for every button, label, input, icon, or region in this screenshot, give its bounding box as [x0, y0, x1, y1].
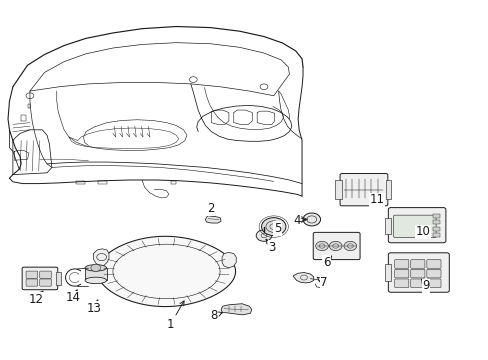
Text: 11: 11: [369, 193, 384, 206]
Ellipse shape: [85, 265, 106, 271]
FancyBboxPatch shape: [426, 279, 440, 288]
FancyBboxPatch shape: [26, 271, 38, 278]
FancyBboxPatch shape: [394, 260, 408, 268]
Polygon shape: [293, 273, 313, 283]
FancyBboxPatch shape: [387, 253, 448, 292]
Text: 12: 12: [28, 291, 43, 306]
FancyBboxPatch shape: [26, 279, 38, 286]
Text: 9: 9: [421, 279, 429, 292]
FancyBboxPatch shape: [40, 271, 51, 278]
FancyBboxPatch shape: [339, 174, 387, 206]
Bar: [432, 214, 439, 218]
Text: 7: 7: [317, 276, 327, 289]
Polygon shape: [385, 180, 390, 199]
Text: 2: 2: [207, 202, 215, 216]
Polygon shape: [221, 304, 251, 315]
FancyBboxPatch shape: [22, 267, 58, 290]
Text: 10: 10: [415, 225, 430, 238]
Circle shape: [329, 241, 341, 251]
Circle shape: [303, 213, 320, 226]
Bar: [432, 233, 439, 237]
FancyBboxPatch shape: [387, 208, 445, 243]
FancyBboxPatch shape: [410, 260, 424, 268]
Circle shape: [261, 218, 285, 235]
Polygon shape: [85, 268, 106, 280]
Polygon shape: [222, 252, 236, 268]
Text: 14: 14: [65, 290, 80, 304]
Circle shape: [343, 241, 356, 251]
Polygon shape: [97, 236, 235, 307]
Polygon shape: [93, 249, 109, 265]
Ellipse shape: [85, 277, 106, 284]
Polygon shape: [384, 218, 390, 234]
FancyBboxPatch shape: [410, 279, 424, 288]
FancyBboxPatch shape: [313, 232, 359, 260]
Bar: [432, 220, 439, 225]
Text: 6: 6: [322, 256, 331, 269]
FancyBboxPatch shape: [426, 260, 440, 268]
FancyBboxPatch shape: [394, 269, 408, 278]
Circle shape: [91, 264, 101, 271]
FancyBboxPatch shape: [410, 269, 424, 278]
Text: 8: 8: [210, 309, 222, 322]
Polygon shape: [205, 216, 221, 223]
FancyBboxPatch shape: [393, 215, 435, 237]
Polygon shape: [384, 264, 390, 282]
Polygon shape: [334, 180, 341, 199]
Text: 5: 5: [273, 222, 281, 235]
FancyBboxPatch shape: [394, 279, 408, 288]
Circle shape: [315, 241, 328, 251]
FancyBboxPatch shape: [426, 269, 440, 278]
Polygon shape: [56, 272, 61, 285]
Text: 13: 13: [87, 300, 102, 315]
Bar: [432, 226, 439, 231]
Circle shape: [256, 230, 271, 241]
Text: 3: 3: [265, 239, 275, 254]
FancyBboxPatch shape: [40, 279, 51, 286]
Text: 1: 1: [166, 301, 183, 331]
Text: 4: 4: [292, 214, 305, 227]
